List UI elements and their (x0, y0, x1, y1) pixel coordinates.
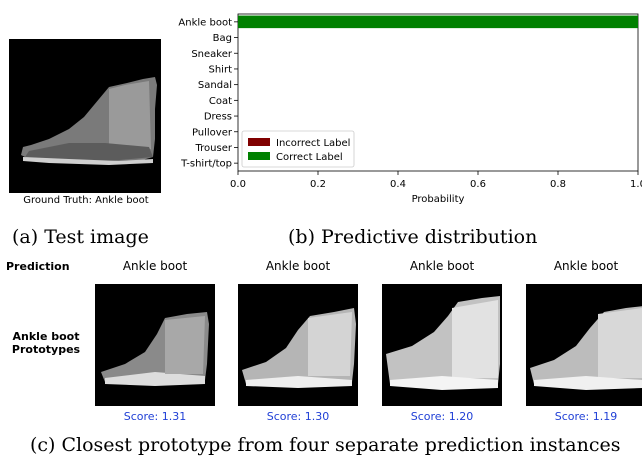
x-tick-label-1: 0.2 (310, 179, 326, 190)
prototype-image-3 (382, 284, 502, 406)
y-tick-label-8: Trouser (195, 143, 233, 154)
prediction-header: Prediction (6, 260, 70, 273)
prototype-score-4: Score: 1.19 (554, 410, 618, 423)
y-tick-label-9: T-shirt/top (180, 159, 232, 170)
prediction-title-4: Ankle boot (553, 259, 619, 273)
bar-0 (238, 15, 638, 29)
caption-test-image: (a) Test image (12, 226, 149, 248)
test-image (9, 39, 161, 193)
y-tick-label-6: Dress (204, 112, 232, 123)
predictive-distribution-chart: Ankle boot Bag Sneaker Shirt Sandal Coat Dress… (178, 13, 642, 205)
prototype-image-2 (238, 284, 358, 406)
y-tick-label-0: Ankle boot (178, 17, 232, 28)
legend-swatch-1 (248, 152, 270, 160)
prototype-score-1: Score: 1.31 (123, 410, 187, 423)
y-tick-label-1: Bag (213, 33, 232, 44)
prototype-score-3: Score: 1.20 (410, 410, 474, 423)
x-tick-label-5: 1.0 (630, 179, 642, 190)
y-tick-label-7: Pullover (192, 127, 233, 138)
x-tick-label-2: 0.4 (390, 179, 406, 190)
prototypes-row-label: Ankle boot Prototypes (6, 330, 86, 356)
prediction-title-2: Ankle boot (265, 259, 331, 273)
x-tick-label-3: 0.6 (470, 179, 486, 190)
prediction-title-1: Ankle boot (122, 259, 188, 273)
prototype-image-1 (95, 284, 215, 406)
chart-plot-area: Ankle boot Bag Sneaker Shirt Sandal Coat Dress… (178, 13, 642, 205)
chart-axes-frame (237, 13, 639, 172)
y-tick-label-5: Coat (209, 96, 232, 107)
prototype-score-2: Score: 1.30 (266, 410, 330, 423)
y-tick-label-2: Sneaker (191, 49, 233, 60)
prototype-image-4 (526, 284, 642, 406)
x-tick-label-4: 0.8 (550, 179, 566, 190)
x-tick-label-0: 0.0 (230, 179, 246, 190)
x-axis-label: Probability (412, 194, 465, 205)
ground-truth-label: Ground Truth: Ankle boot (23, 195, 149, 206)
legend-swatch-0 (248, 138, 270, 146)
prediction-title-3: Ankle boot (409, 259, 475, 273)
caption-predictive-distribution: (b) Predictive distribution (288, 226, 538, 248)
legend-label-0: Incorrect Label (276, 138, 350, 149)
y-tick-label-4: Sandal (198, 80, 232, 91)
caption-prototypes: (c) Closest prototype from four separate… (30, 434, 621, 456)
prototypes-row-label-text: Ankle boot Prototypes (11, 330, 81, 356)
legend-label-1: Correct Label (276, 152, 343, 163)
y-tick-label-3: Shirt (209, 64, 233, 75)
